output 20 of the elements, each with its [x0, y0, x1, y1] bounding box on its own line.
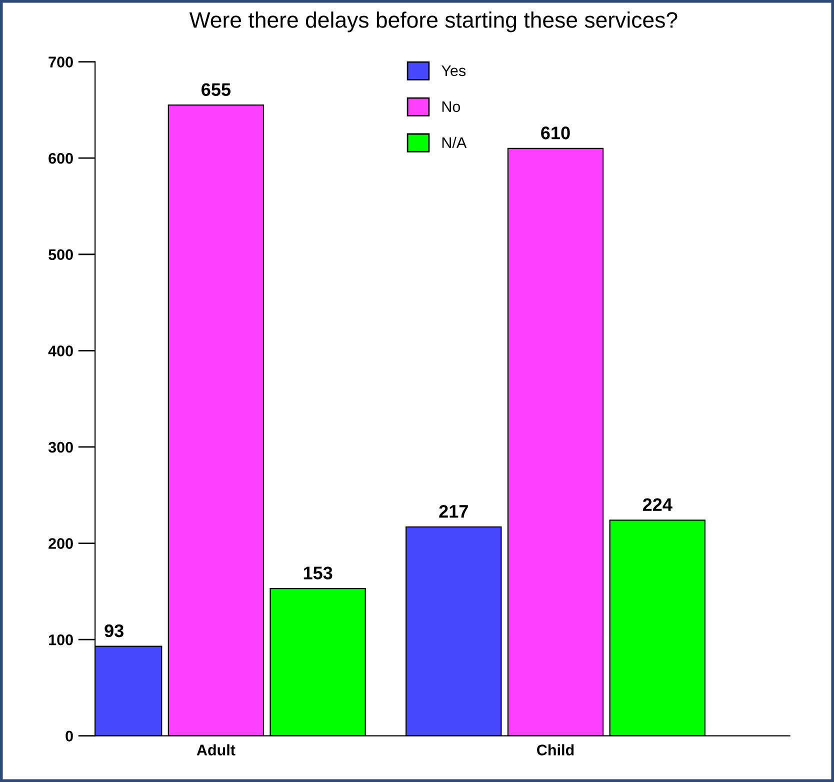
y-tick-label: 100	[49, 634, 73, 646]
legend-label: Yes	[442, 65, 466, 76]
legend-label: No	[442, 101, 460, 112]
y-tick-label: 200	[48, 538, 73, 549]
y-tick-label: 400	[48, 346, 73, 356]
y-tick-label: 600	[48, 152, 73, 164]
y-tick-label: 500	[48, 249, 73, 260]
chart-title: Were there delays before starting these services?	[189, 12, 678, 32]
data-label: 93	[104, 624, 124, 638]
data-label: 224	[642, 498, 672, 511]
x-tick-label: Child	[537, 744, 574, 756]
x-tick-label: Adult	[196, 744, 236, 756]
y-tick-label: 700	[48, 56, 73, 68]
y-tick-label: 300	[48, 442, 73, 453]
legend-label: N/A	[442, 136, 467, 148]
y-tick-label: 0	[66, 730, 73, 742]
data-label: 153	[304, 566, 332, 580]
data-label: 217	[439, 504, 468, 518]
data-label: 610	[541, 126, 570, 140]
data-label: 655	[202, 83, 231, 96]
